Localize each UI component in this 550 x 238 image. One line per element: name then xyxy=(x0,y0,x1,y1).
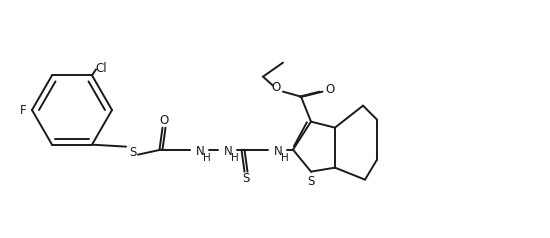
Text: H: H xyxy=(231,153,239,163)
Text: H: H xyxy=(203,153,211,163)
Text: O: O xyxy=(271,81,280,94)
Text: F: F xyxy=(20,104,26,116)
Text: S: S xyxy=(307,175,315,188)
Text: H: H xyxy=(281,153,289,163)
Text: O: O xyxy=(160,114,169,127)
Text: O: O xyxy=(326,83,334,96)
Text: S: S xyxy=(243,172,250,185)
Text: N: N xyxy=(196,145,205,158)
Text: N: N xyxy=(224,145,232,158)
Text: N: N xyxy=(274,145,282,158)
Text: Cl: Cl xyxy=(95,62,107,75)
Text: S: S xyxy=(129,146,137,159)
